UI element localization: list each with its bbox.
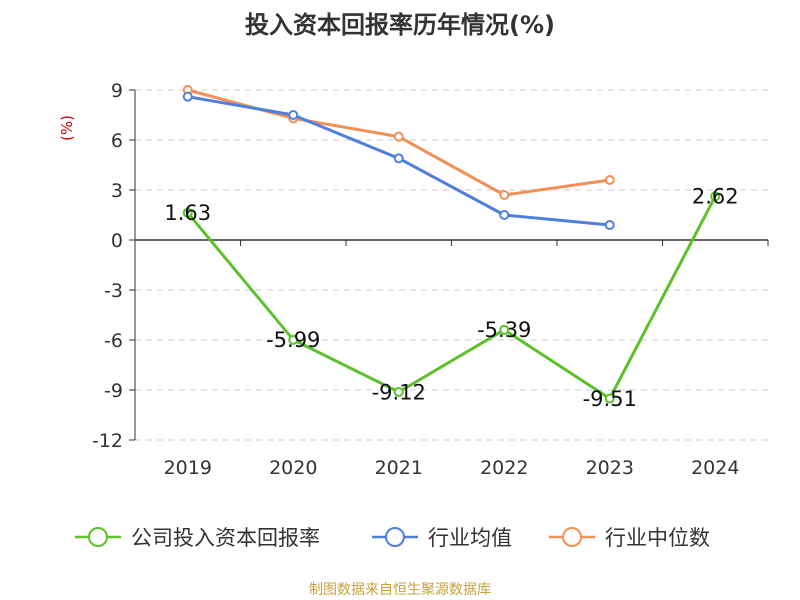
legend-marker xyxy=(385,527,405,547)
series-line xyxy=(187,88,610,197)
legend-item[interactable]: 行业中位数 xyxy=(549,526,710,550)
data-label: -5.99 xyxy=(266,328,320,352)
y-tick-label: 9 xyxy=(111,80,123,102)
y-tick-label: 0 xyxy=(111,230,123,252)
series-line xyxy=(186,195,717,400)
legend-label: 行业均值 xyxy=(428,526,512,550)
legend-item[interactable]: 行业均值 xyxy=(372,526,512,550)
y-tick-label: -12 xyxy=(92,430,123,452)
data-point[interactable] xyxy=(499,324,510,335)
x-tick-label: 2023 xyxy=(586,457,634,479)
y-tick-label: 6 xyxy=(111,130,123,152)
source-note: 制图数据来自恒生聚源数据库 xyxy=(309,582,491,598)
legend-item[interactable]: 公司投入资本回报率 xyxy=(75,526,320,550)
axes: 9 6 3 0 -3 -6 -9 -12 2019 2020 2021 2022 2023 2024 xyxy=(92,80,769,479)
x-tick-label: 2024 xyxy=(691,457,739,479)
data-label: -5.39 xyxy=(477,318,531,342)
y-tick-label: -6 xyxy=(104,330,123,352)
data-point[interactable] xyxy=(499,210,510,220)
series-0: 1.63 -5.99 -9.12 -5.39 -9.51 2.62 xyxy=(164,185,738,411)
data-point[interactable] xyxy=(499,190,510,200)
data-label: 1.63 xyxy=(164,201,211,225)
data-point[interactable] xyxy=(393,131,404,142)
y-tick-label: 3 xyxy=(111,180,123,202)
legend-marker xyxy=(88,527,108,547)
data-point[interactable] xyxy=(288,334,299,345)
data-point[interactable] xyxy=(604,220,615,230)
x-tick-label: 2022 xyxy=(480,457,528,479)
data-point[interactable] xyxy=(182,91,193,102)
y-tick-label: -3 xyxy=(104,280,123,302)
legend-marker xyxy=(562,527,582,547)
data-label: -9.51 xyxy=(583,387,637,411)
chart-title: 投入资本回报率历年情况(%) xyxy=(245,11,555,39)
y-axis-label: (%) xyxy=(58,115,76,141)
series-layer: 1.63 -5.99 -9.12 -5.39 -9.51 2.62 xyxy=(164,85,739,411)
data-label: -9.12 xyxy=(372,380,426,404)
legend-label: 行业中位数 xyxy=(605,526,710,550)
data-point[interactable] xyxy=(288,110,299,120)
series-2 xyxy=(182,85,615,200)
data-point[interactable] xyxy=(604,393,615,404)
data-label: 2.62 xyxy=(692,185,739,209)
data-point[interactable] xyxy=(710,191,721,202)
data-point[interactable] xyxy=(393,387,404,397)
data-point[interactable] xyxy=(182,207,193,218)
x-tick-label: 2021 xyxy=(375,457,423,479)
data-point[interactable] xyxy=(393,153,404,164)
legend: 公司投入资本回报率 行业均值 行业中位数 xyxy=(75,526,710,550)
y-tick-label: -9 xyxy=(104,380,123,402)
x-tick-label: 2020 xyxy=(269,457,317,479)
series-1 xyxy=(182,91,615,230)
legend-label: 公司投入资本回报率 xyxy=(131,526,320,550)
x-tick-label: 2019 xyxy=(164,457,212,479)
data-point[interactable] xyxy=(604,175,615,185)
